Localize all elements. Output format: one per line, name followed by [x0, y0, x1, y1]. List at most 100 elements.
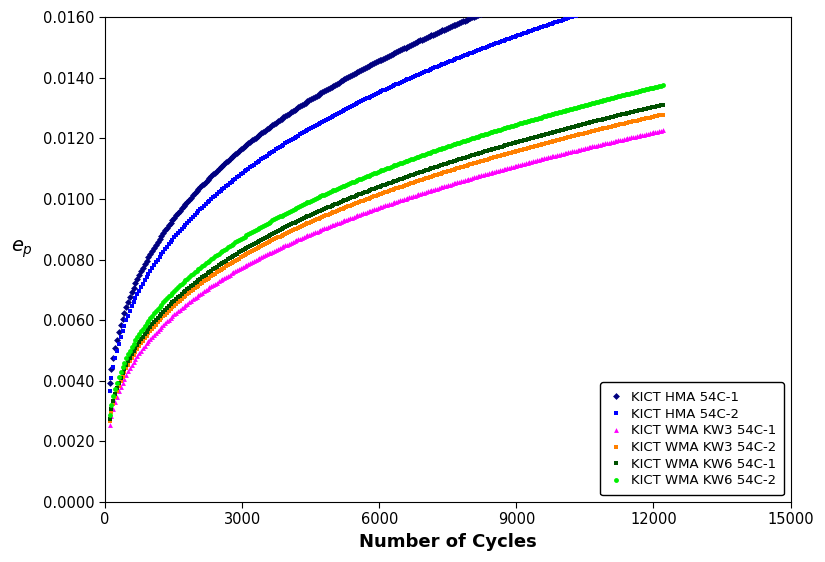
KICT WMA KW6 54C-1 [449, 156, 462, 165]
KICT WMA KW6 54C-1 [166, 298, 179, 307]
KICT WMA KW3 54C-1 [641, 129, 654, 138]
KICT WMA KW3 54C-2 [140, 331, 153, 340]
KICT HMA 54C-1 [349, 69, 362, 78]
KICT WMA KW6 54C-1 [493, 143, 507, 152]
KICT WMA KW3 54C-1 [521, 158, 534, 167]
KICT HMA 54C-2 [619, 0, 632, 4]
KICT WMA KW6 54C-2 [519, 117, 532, 126]
KICT WMA KW3 54C-1 [221, 271, 234, 280]
KICT HMA 54C-2 [587, 5, 601, 14]
KICT HMA 54C-2 [236, 169, 249, 178]
KICT WMA KW6 54C-1 [216, 259, 229, 268]
KICT HMA 54C-2 [338, 105, 351, 114]
KICT WMA KW6 54C-1 [352, 190, 365, 199]
KICT HMA 54C-1 [157, 229, 170, 238]
KICT WMA KW3 54C-1 [233, 265, 246, 274]
KICT HMA 54C-2 [120, 316, 133, 325]
KICT WMA KW3 54C-2 [543, 138, 556, 147]
KICT WMA KW3 54C-1 [656, 126, 669, 135]
KICT HMA 54C-1 [364, 61, 377, 70]
KICT HMA 54C-2 [262, 150, 276, 159]
KICT WMA KW3 54C-1 [252, 253, 266, 262]
KICT WMA KW6 54C-2 [206, 253, 219, 262]
KICT HMA 54C-2 [140, 273, 153, 282]
KICT HMA 54C-2 [441, 58, 455, 67]
KICT WMA KW6 54C-2 [562, 105, 575, 114]
KICT WMA KW6 54C-1 [654, 101, 667, 110]
KICT WMA KW3 54C-1 [242, 260, 255, 269]
KICT HMA 54C-2 [379, 85, 392, 94]
KICT HMA 54C-2 [273, 143, 286, 152]
KICT WMA KW3 54C-2 [568, 132, 581, 140]
KICT HMA 54C-2 [343, 102, 356, 111]
KICT WMA KW6 54C-2 [617, 90, 630, 99]
KICT WMA KW6 54C-1 [270, 227, 283, 236]
KICT WMA KW6 54C-1 [219, 256, 233, 265]
KICT HMA 54C-1 [413, 36, 427, 45]
KICT WMA KW6 54C-1 [645, 103, 658, 112]
KICT HMA 54C-2 [504, 34, 517, 43]
KICT HMA 54C-2 [231, 173, 244, 182]
KICT HMA 54C-1 [149, 240, 163, 249]
KICT WMA KW6 54C-2 [599, 95, 612, 104]
KICT HMA 54C-2 [201, 198, 214, 207]
KICT WMA KW3 54C-2 [419, 174, 432, 183]
KICT HMA 54C-2 [125, 302, 139, 311]
KICT WMA KW6 54C-2 [258, 220, 271, 229]
KICT HMA 54C-1 [252, 130, 266, 139]
KICT WMA KW3 54C-1 [556, 149, 569, 158]
KICT WMA KW3 54C-2 [142, 329, 155, 338]
KICT WMA KW6 54C-2 [184, 271, 197, 280]
KICT WMA KW3 54C-1 [167, 310, 181, 319]
KICT WMA KW6 54C-1 [214, 260, 227, 269]
KICT WMA KW3 54C-2 [534, 140, 547, 149]
KICT HMA 54C-2 [623, 0, 636, 3]
KICT WMA KW3 54C-1 [595, 140, 608, 149]
KICT HMA 54C-1 [172, 209, 185, 217]
KICT HMA 54C-1 [233, 147, 246, 156]
KICT HMA 54C-2 [601, 1, 614, 10]
KICT HMA 54C-2 [179, 220, 192, 229]
KICT HMA 54C-2 [614, 0, 627, 6]
KICT WMA KW6 54C-1 [417, 166, 431, 175]
KICT WMA KW3 54C-1 [403, 193, 416, 202]
KICT WMA KW3 54C-2 [280, 228, 294, 237]
KICT HMA 54C-1 [482, 6, 495, 15]
KICT WMA KW3 54C-1 [209, 279, 222, 288]
KICT WMA KW6 54C-1 [582, 118, 595, 127]
KICT HMA 54C-2 [365, 91, 379, 100]
KICT WMA KW3 54C-2 [645, 112, 658, 121]
KICT WMA KW6 54C-2 [346, 178, 359, 187]
KICT WMA KW3 54C-2 [582, 128, 595, 137]
KICT HMA 54C-2 [629, 0, 642, 2]
KICT WMA KW6 54C-2 [639, 85, 653, 94]
KICT WMA KW3 54C-2 [319, 211, 332, 220]
KICT WMA KW6 54C-1 [495, 142, 508, 151]
KICT WMA KW3 54C-1 [477, 170, 490, 179]
KICT WMA KW6 54C-1 [440, 159, 453, 168]
KICT WMA KW6 54C-1 [194, 274, 207, 283]
KICT WMA KW3 54C-1 [375, 202, 388, 211]
KICT WMA KW3 54C-1 [560, 148, 573, 157]
KICT HMA 54C-2 [455, 52, 468, 61]
KICT HMA 54C-1 [288, 105, 301, 114]
KICT WMA KW6 54C-2 [332, 184, 346, 193]
KICT WMA KW6 54C-2 [266, 216, 279, 225]
KICT HMA 54C-2 [224, 179, 237, 188]
KICT WMA KW6 54C-2 [540, 111, 553, 120]
KICT WMA KW3 54C-1 [447, 179, 460, 188]
KICT HMA 54C-1 [164, 218, 177, 227]
KICT HMA 54C-2 [173, 226, 186, 235]
KICT WMA KW6 54C-2 [212, 250, 225, 259]
KICT HMA 54C-2 [469, 47, 483, 56]
KICT WMA KW6 54C-1 [553, 126, 566, 135]
KICT WMA KW6 54C-2 [297, 200, 310, 209]
KICT WMA KW3 54C-1 [288, 237, 301, 246]
KICT HMA 54C-1 [362, 62, 375, 71]
KICT WMA KW6 54C-2 [380, 164, 394, 173]
KICT WMA KW6 54C-1 [188, 279, 201, 288]
KICT WMA KW6 54C-2 [144, 314, 157, 323]
KICT WMA KW6 54C-1 [157, 307, 170, 316]
KICT WMA KW6 54C-2 [534, 113, 547, 122]
KICT WMA KW3 54C-1 [356, 209, 370, 218]
